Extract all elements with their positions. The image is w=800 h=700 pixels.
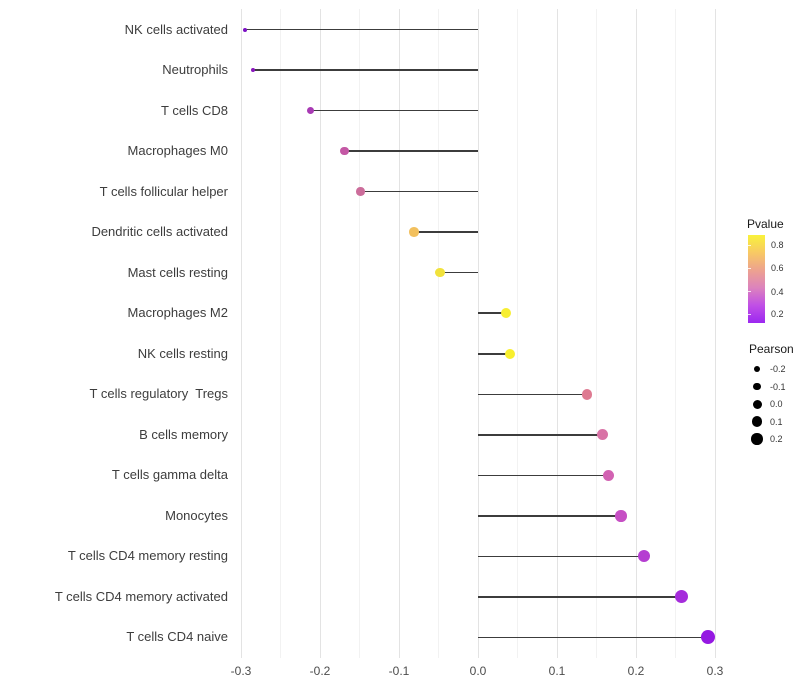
category-label: Mast cells resting (127, 264, 228, 280)
category-label: T cells CD4 memory resting (67, 548, 228, 564)
category-label: NK cells resting (137, 345, 228, 361)
pearson-legend-label: 0.2 (770, 434, 783, 444)
lollipop-stem (478, 393, 588, 396)
pearson-legend-dot (751, 416, 763, 427)
pvalue-tick-mark (748, 267, 751, 269)
gridline-major (398, 9, 400, 658)
category-label: Monocytes (165, 507, 228, 523)
pvalue-tick-mark (748, 291, 751, 293)
category-label: B cells memory (139, 426, 228, 442)
lollipop-dot (675, 590, 689, 604)
gridline-major (556, 9, 558, 658)
pvalue-tick-mark (748, 244, 751, 246)
pvalue-tick-mark (748, 313, 751, 315)
x-tick-label: -0.3 (230, 664, 252, 678)
gridline-major (714, 9, 716, 658)
category-label: T cells regulatory Tregs (89, 386, 228, 402)
gridline-minor (596, 9, 597, 658)
lollipop-stem (478, 596, 682, 598)
lollipop-dot (435, 267, 445, 278)
gridline-major (477, 9, 479, 658)
pearson-legend-dot (751, 433, 763, 445)
pvalue-tick-label: 0.6 (771, 263, 784, 274)
lollipop-stem (344, 150, 478, 152)
gridline-minor (517, 9, 518, 658)
gridline-major (240, 9, 242, 658)
lollipop-stem (478, 434, 603, 436)
pvalue-legend-title: Pvalue (747, 217, 784, 231)
lollipop-dot (340, 146, 349, 156)
lollipop-dot (500, 308, 511, 319)
lollipop-dot (700, 630, 715, 645)
pearson-legend-dot (753, 382, 761, 391)
gridline-major (319, 9, 321, 658)
lollipop-dot (250, 67, 256, 73)
category-label: Macrophages M0 (127, 143, 228, 159)
pearson-legend-label: 0.0 (770, 399, 783, 410)
lollipop-stem (478, 515, 621, 517)
gridline-minor (359, 9, 360, 658)
lollipop-dot (505, 348, 516, 359)
pvalue-gradient-bar (748, 235, 765, 323)
gridline-major (635, 9, 637, 658)
gridline-minor (280, 9, 281, 658)
lollipop-dot (637, 550, 650, 563)
lollipop-stem (360, 190, 478, 193)
category-label: T cells CD4 naive (126, 629, 228, 645)
category-label: T cells follicular helper (99, 183, 228, 199)
category-label: T cells CD8 (161, 102, 228, 118)
x-tick-label: -0.2 (309, 664, 331, 678)
lollipop-stem (478, 474, 609, 477)
lollipop-stem (252, 69, 478, 71)
category-label: Dendritic cells activated (91, 224, 228, 240)
gridline-minor (438, 9, 439, 658)
pvalue-tick-label: 0.2 (771, 309, 784, 320)
x-tick-label: 0.2 (627, 664, 645, 678)
lollipop-stem (440, 271, 478, 274)
x-tick-label: 0.0 (469, 664, 487, 678)
pearson-legend-label: -0.2 (770, 364, 786, 375)
lollipop-dot (596, 429, 608, 441)
lollipop-dot (602, 469, 614, 481)
lollipop-stem (244, 28, 478, 31)
lollipop-dot (581, 389, 593, 400)
lollipop-stem (478, 353, 511, 355)
lollipop-dot (242, 27, 247, 32)
lollipop-dot (306, 106, 315, 115)
x-tick-label: -0.1 (388, 664, 410, 678)
lollipop-stem (310, 109, 478, 112)
category-label: Macrophages M2 (127, 305, 228, 321)
pearson-legend-dot (754, 366, 760, 373)
lollipop-stem (478, 312, 506, 314)
lollipop-stem (478, 636, 708, 639)
pvalue-tick-label: 0.8 (771, 240, 784, 250)
category-label: T cells CD4 memory activated (54, 588, 228, 604)
x-tick-label: 0.3 (706, 664, 724, 678)
gridline-minor (675, 9, 676, 658)
pearson-legend-label: -0.1 (770, 381, 786, 392)
pearson-legend-dot (752, 399, 762, 409)
x-tick-label: 0.1 (548, 664, 566, 678)
pearson-legend-label: 0.1 (770, 416, 783, 427)
category-label: NK cells activated (124, 21, 228, 37)
pearson-legend-title: Pearson (749, 342, 794, 356)
category-label: T cells gamma delta (111, 467, 228, 483)
lollipop-dot (615, 510, 627, 522)
lollipop-dot (356, 187, 365, 196)
lollipop-stem (478, 555, 644, 558)
lollipop-dot (409, 227, 419, 237)
pvalue-tick-label: 0.4 (771, 286, 784, 297)
lollipop-stem (414, 231, 478, 233)
category-label: Neutrophils (162, 62, 228, 78)
